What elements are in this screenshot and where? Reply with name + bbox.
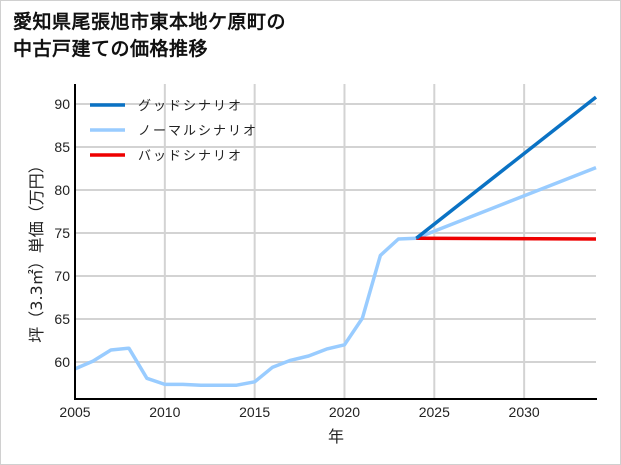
x-axis-label: 年 (328, 427, 344, 446)
chart-title-line1: 愛知県尾張旭市東本地ケ原町の (13, 11, 287, 33)
chart-title-line2: 中古戸建ての価格推移 (13, 38, 209, 60)
y-tick-label: 60 (54, 354, 70, 370)
x-tick-label: 2025 (419, 404, 450, 420)
y-tick-label: 70 (54, 268, 70, 284)
y-axis-label: 坪（3.3㎡）単価（万円） (27, 157, 46, 342)
series-line-2 (416, 236, 597, 241)
x-tick-labels: 2005 2010 2015 2020 2025 2030 (59, 404, 539, 420)
y-tick-labels: 60 65 70 75 80 85 90 (54, 96, 70, 370)
legend-label: グッドシナリオ (138, 99, 243, 114)
x-tick-label: 2030 (509, 404, 540, 420)
grid-lines (75, 84, 596, 399)
legend-label: バッドシナリオ (138, 149, 243, 164)
series-line-0 (415, 95, 598, 240)
x-tick-label: 2015 (239, 404, 270, 420)
x-tick-label: 2010 (149, 404, 180, 420)
y-tick-label: 85 (54, 139, 70, 155)
x-tick-label: 2020 (329, 404, 360, 420)
legend-label: ノーマルシナリオ (138, 124, 258, 139)
x-tick-label: 2005 (59, 404, 90, 420)
chart-title: 愛知県尾張旭市東本地ケ原町の 中古戸建ての価格推移 (13, 9, 286, 63)
series-line-1 (74, 165, 597, 387)
y-tick-label: 75 (54, 225, 70, 241)
axes (74, 84, 597, 400)
y-tick-label: 90 (54, 96, 70, 112)
y-tick-label: 80 (54, 182, 70, 198)
data-series (74, 95, 598, 387)
y-tick-label: 65 (54, 311, 70, 327)
